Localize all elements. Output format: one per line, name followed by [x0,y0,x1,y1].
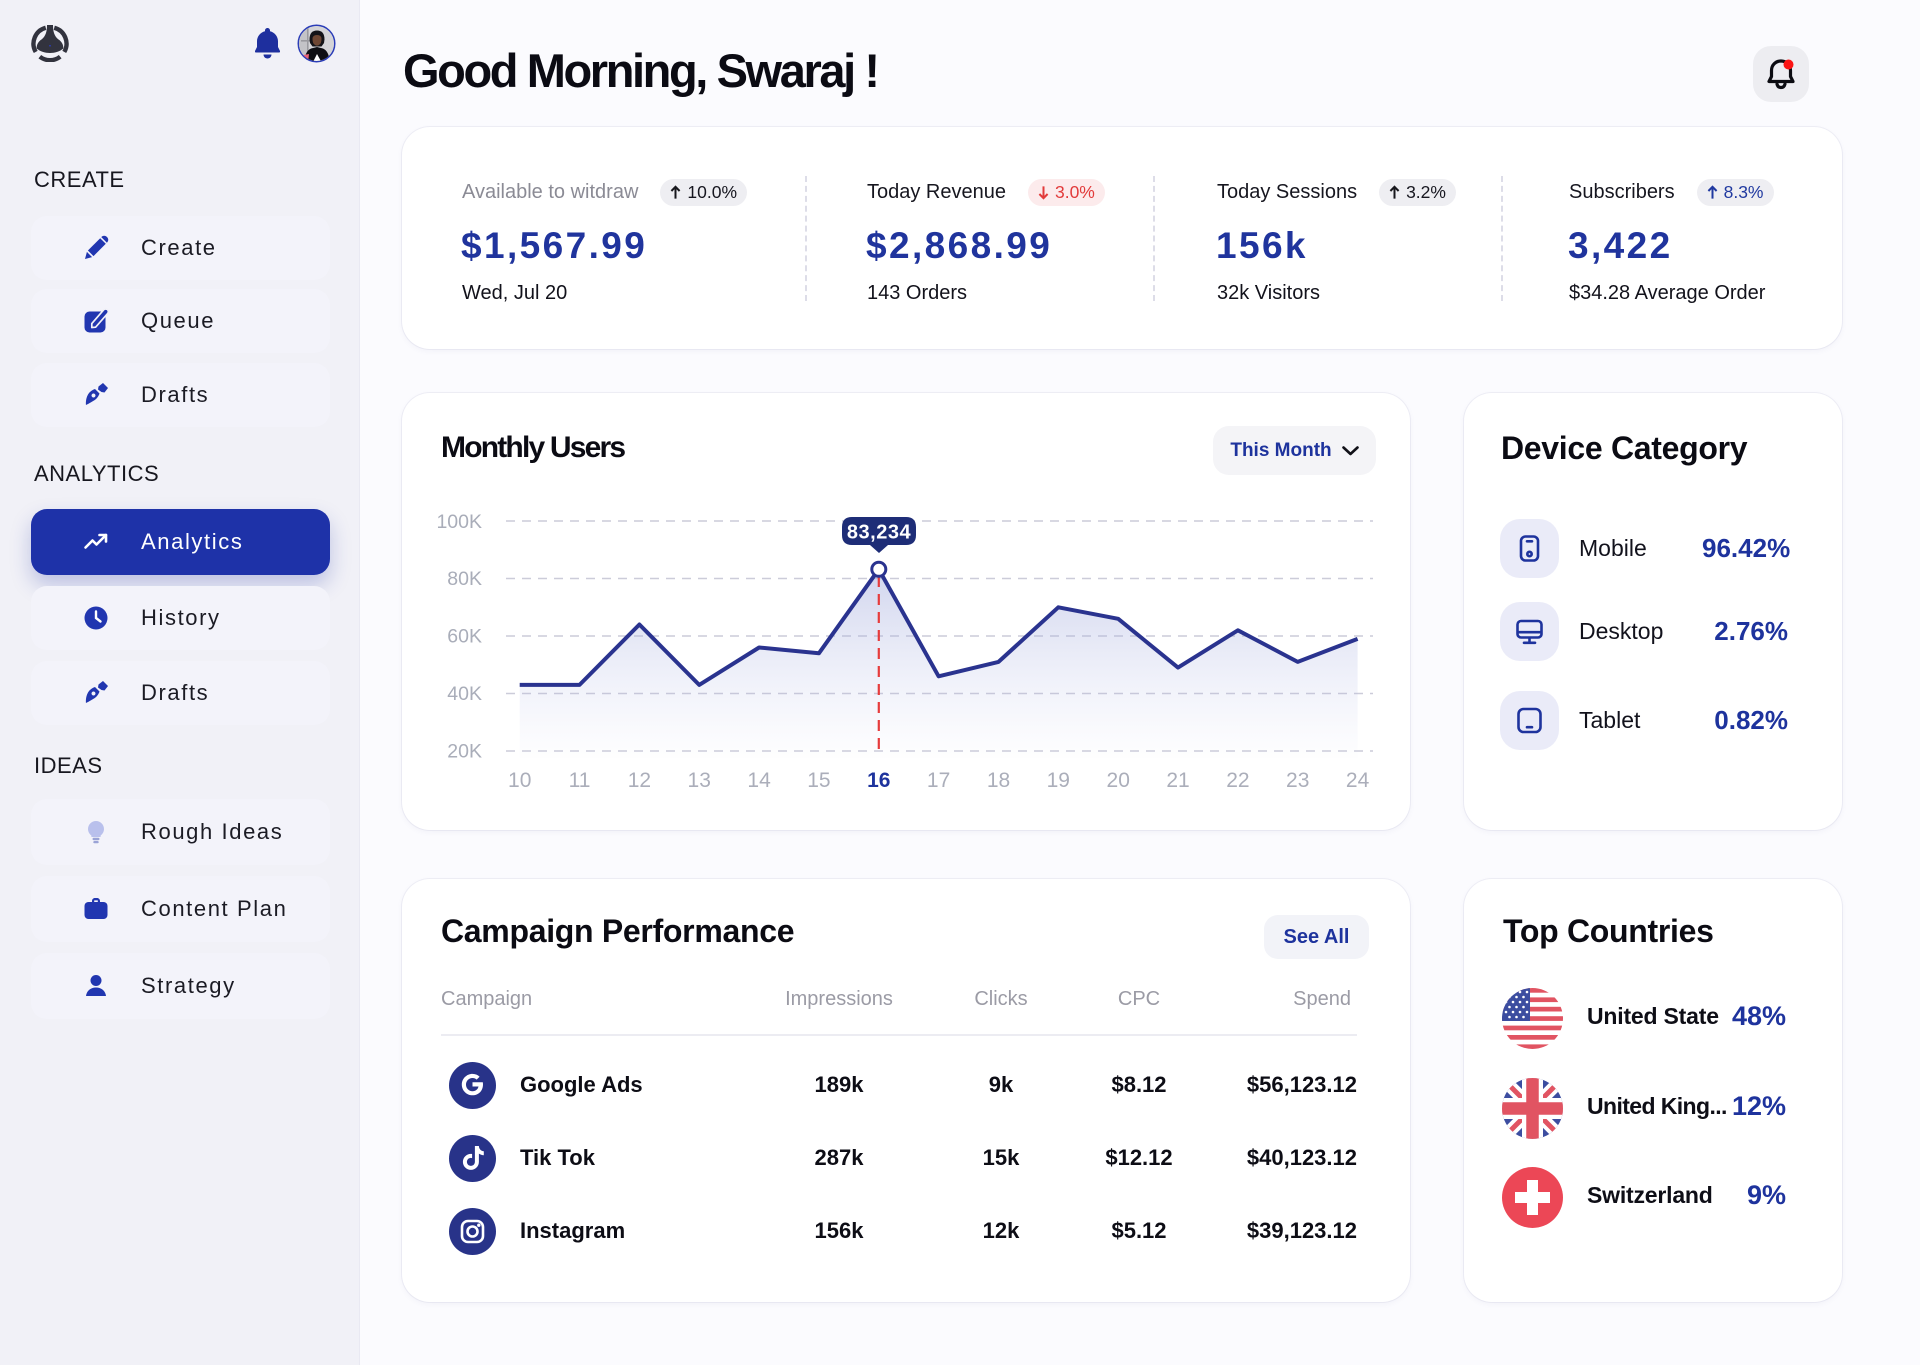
svg-text:12: 12 [628,769,651,792]
svg-text:21: 21 [1166,769,1189,792]
svg-text:24: 24 [1346,769,1370,792]
svg-text:13: 13 [688,769,711,792]
svg-text:20: 20 [1107,769,1130,792]
svg-text:83,234: 83,234 [847,522,912,544]
svg-text:40K: 40K [447,683,482,705]
svg-text:80K: 80K [447,568,482,590]
svg-text:100K: 100K [436,511,482,533]
svg-text:20K: 20K [447,741,482,763]
svg-text:14: 14 [747,769,771,792]
svg-text:22: 22 [1226,769,1249,792]
svg-text:16: 16 [867,769,890,792]
svg-text:60K: 60K [447,626,482,648]
svg-text:23: 23 [1286,769,1309,792]
svg-text:18: 18 [987,769,1010,792]
svg-text:15: 15 [807,769,830,792]
svg-text:10: 10 [508,769,531,792]
svg-text:17: 17 [927,769,950,792]
svg-text:11: 11 [569,769,591,792]
svg-text:19: 19 [1047,769,1070,792]
